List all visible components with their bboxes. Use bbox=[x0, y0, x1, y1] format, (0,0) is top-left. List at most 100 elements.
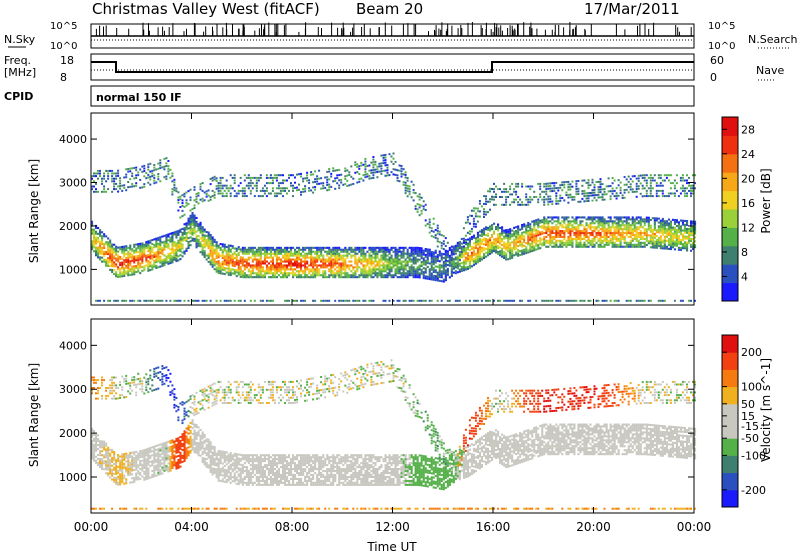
power-cell bbox=[392, 246, 395, 249]
power-cell bbox=[201, 243, 204, 246]
power-cell bbox=[470, 247, 473, 250]
power-cell bbox=[205, 258, 208, 261]
power-cell bbox=[545, 241, 548, 244]
power-cell bbox=[237, 271, 240, 274]
power-cell bbox=[229, 248, 232, 251]
power-cell bbox=[412, 266, 415, 269]
power-cell bbox=[227, 267, 230, 270]
power-cell bbox=[567, 201, 570, 204]
power-cell bbox=[292, 258, 295, 261]
power-cell bbox=[203, 238, 206, 241]
power-cell bbox=[392, 276, 395, 279]
power-cell bbox=[394, 262, 397, 265]
power-cell bbox=[95, 230, 98, 233]
power-cell bbox=[573, 198, 576, 201]
power-cell bbox=[151, 169, 154, 172]
power-cell bbox=[561, 241, 564, 244]
power-cell bbox=[125, 260, 128, 263]
power-cell bbox=[157, 173, 160, 175]
power-cell bbox=[127, 272, 130, 275]
power-cell bbox=[396, 179, 399, 182]
power-cell bbox=[430, 256, 433, 259]
power-cell bbox=[320, 187, 323, 190]
power-cell bbox=[521, 224, 524, 227]
power-cell bbox=[476, 261, 479, 264]
power-cell bbox=[639, 241, 642, 244]
power-cell bbox=[292, 189, 294, 192]
power-cell bbox=[426, 262, 429, 265]
power-cell bbox=[199, 223, 202, 226]
power-cell bbox=[515, 253, 518, 256]
power-cell bbox=[649, 174, 652, 177]
power-cell bbox=[440, 242, 443, 244]
power-cell bbox=[109, 249, 112, 252]
power-cell bbox=[133, 257, 136, 260]
power-cell bbox=[279, 264, 282, 267]
power-cell bbox=[555, 220, 558, 223]
power-cell bbox=[131, 172, 134, 175]
power-cell bbox=[300, 175, 302, 178]
power-cell bbox=[561, 197, 564, 199]
power-cell bbox=[231, 247, 234, 250]
power-cell bbox=[243, 189, 246, 192]
power-cell bbox=[396, 248, 399, 251]
power-cell bbox=[386, 171, 389, 174]
power-cell bbox=[553, 232, 556, 235]
power-cell bbox=[312, 266, 315, 269]
power-cell bbox=[348, 260, 351, 263]
power-cell bbox=[251, 276, 254, 279]
power-cell bbox=[635, 226, 638, 229]
power-cell bbox=[101, 252, 104, 255]
power-cell bbox=[111, 249, 114, 252]
power-cell bbox=[279, 270, 282, 273]
power-cell bbox=[163, 165, 166, 168]
power-cell bbox=[237, 246, 240, 249]
power-cell bbox=[478, 255, 481, 258]
power-cell bbox=[111, 175, 114, 178]
power-cell bbox=[585, 235, 588, 238]
power-cell bbox=[623, 237, 626, 240]
power-cell bbox=[284, 260, 287, 263]
power-cell bbox=[99, 250, 102, 253]
power-cell bbox=[583, 243, 586, 246]
power-cell bbox=[217, 187, 220, 190]
power-cell bbox=[472, 246, 475, 249]
power-cell bbox=[647, 242, 650, 245]
power-cell bbox=[408, 274, 411, 277]
power-cell bbox=[332, 246, 335, 249]
power-cell bbox=[356, 276, 359, 279]
power-cell bbox=[615, 237, 618, 240]
power-cell bbox=[601, 193, 604, 196]
power-cell bbox=[663, 225, 666, 228]
power-cell bbox=[265, 252, 268, 255]
power-cell bbox=[587, 299, 590, 302]
power-cell bbox=[501, 251, 504, 254]
power-cell bbox=[621, 235, 624, 238]
freq-label-line1: Freq. bbox=[4, 54, 31, 67]
power-cell bbox=[410, 250, 413, 253]
power-cell bbox=[416, 248, 419, 251]
power-cell bbox=[398, 262, 401, 265]
power-cell bbox=[290, 248, 293, 251]
power-cell bbox=[316, 266, 319, 269]
power-cell bbox=[509, 238, 512, 241]
power-cell bbox=[633, 218, 636, 221]
power-cell bbox=[603, 220, 606, 223]
power-cell bbox=[95, 238, 98, 241]
power-cell bbox=[338, 246, 341, 249]
power-cell bbox=[334, 272, 337, 275]
power-cell bbox=[294, 250, 297, 253]
power-cell bbox=[493, 250, 496, 253]
power-cell bbox=[195, 299, 198, 302]
power-cell bbox=[155, 257, 158, 260]
power-cell bbox=[187, 203, 190, 206]
power-cell bbox=[549, 182, 552, 185]
power-cell bbox=[332, 258, 335, 261]
power-cell bbox=[513, 198, 516, 201]
power-cell bbox=[390, 254, 393, 257]
power-cell bbox=[263, 272, 266, 275]
power-cell bbox=[249, 189, 252, 192]
power-cell bbox=[324, 246, 327, 249]
power-cell bbox=[472, 217, 475, 220]
power-cell bbox=[207, 260, 210, 263]
